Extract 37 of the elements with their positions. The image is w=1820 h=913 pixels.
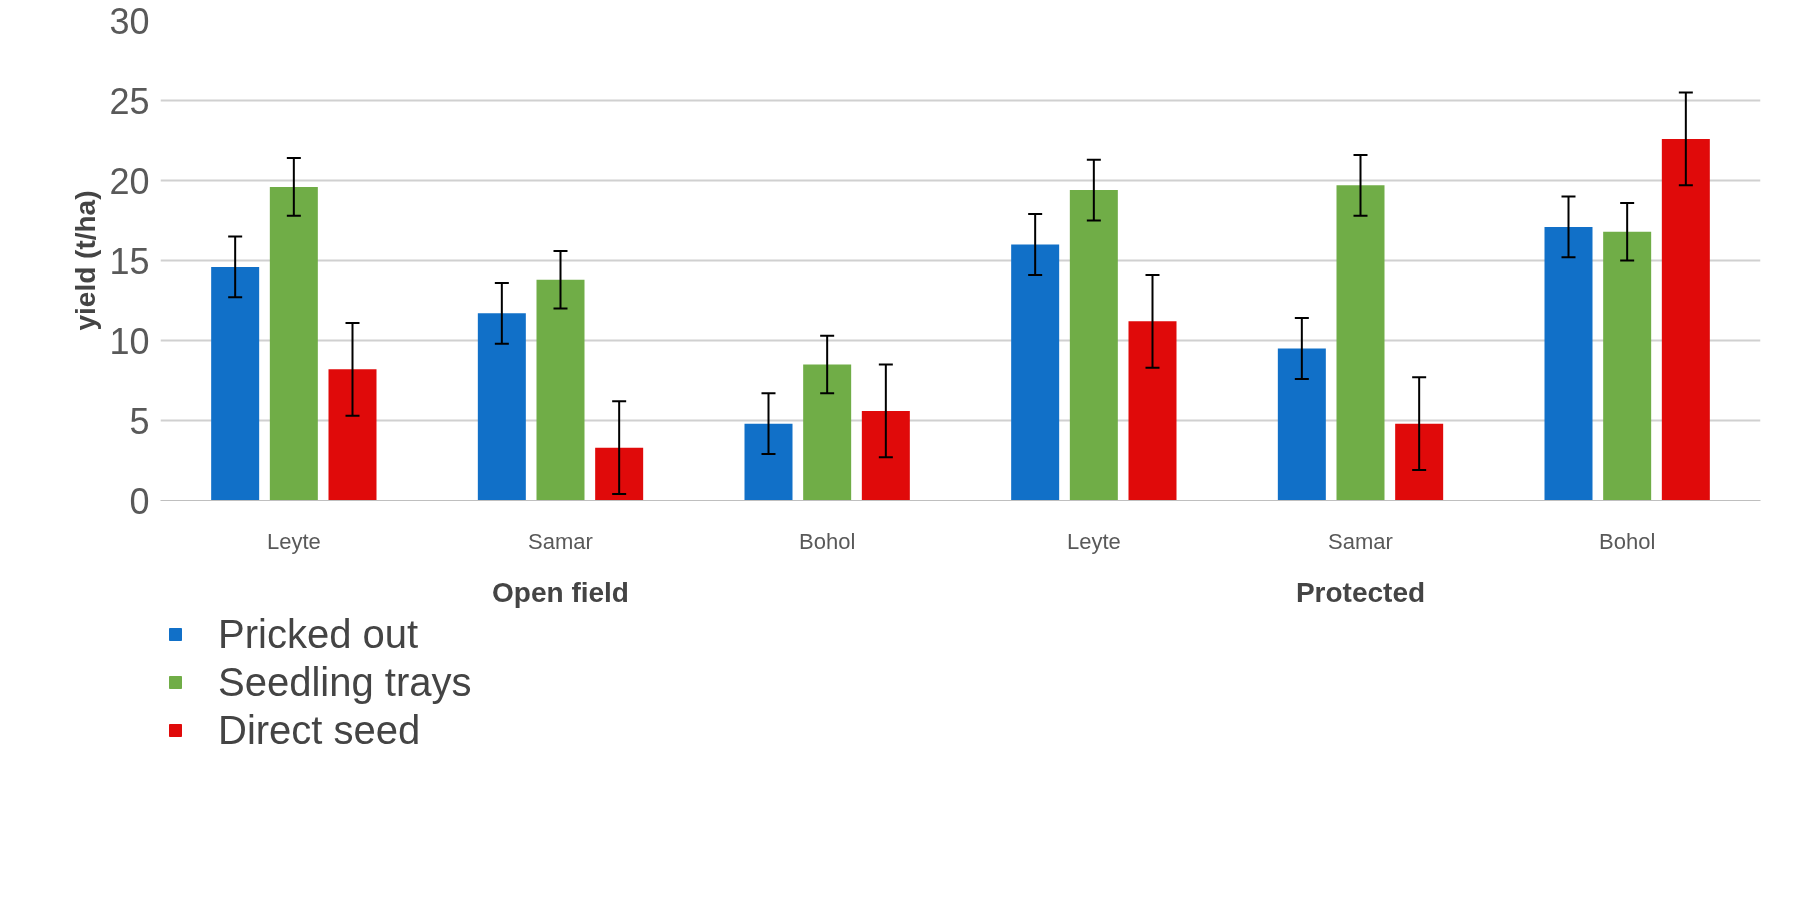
legend-label: Pricked out (218, 610, 419, 658)
bar (1544, 226, 1593, 501)
bar (211, 266, 260, 501)
bar (1395, 423, 1444, 501)
x-tick-label: Samar (528, 528, 593, 554)
y-tick-label: 10 (109, 320, 150, 362)
bar (536, 279, 585, 501)
y-tick-label: 15 (109, 240, 150, 282)
bar (803, 364, 852, 501)
text: Protected (1295, 576, 1426, 608)
bar (1277, 348, 1326, 501)
x-tick-label: Samar (1328, 528, 1393, 554)
bar (1661, 138, 1710, 501)
bar (477, 313, 526, 501)
y-tick-label: 0 (129, 480, 150, 522)
x-tick-label: Leyte (266, 528, 321, 554)
bar (744, 423, 793, 501)
legend-label: Seedling trays (218, 658, 472, 706)
legend-label: Direct seed (218, 706, 421, 754)
bar (328, 369, 377, 501)
bar (861, 410, 910, 501)
y-tick-label: 5 (129, 400, 150, 442)
bar (1011, 244, 1060, 501)
bar (595, 447, 644, 501)
x-tick-label: Bohol (1599, 528, 1656, 554)
bar (1069, 190, 1118, 501)
y-tick-label: 30 (109, 0, 150, 42)
bar (1603, 231, 1652, 501)
bar (1336, 185, 1385, 501)
bar (1128, 321, 1177, 501)
text: Open field (492, 576, 629, 608)
x-tick-label: Bohol (799, 528, 856, 554)
bar (269, 186, 318, 501)
x-tick-label: Leyte (1066, 528, 1121, 554)
y-axis-title: yield (t/ha) (70, 190, 102, 331)
y-tick-label: 20 (109, 160, 150, 202)
y-tick-label: 25 (109, 80, 150, 122)
